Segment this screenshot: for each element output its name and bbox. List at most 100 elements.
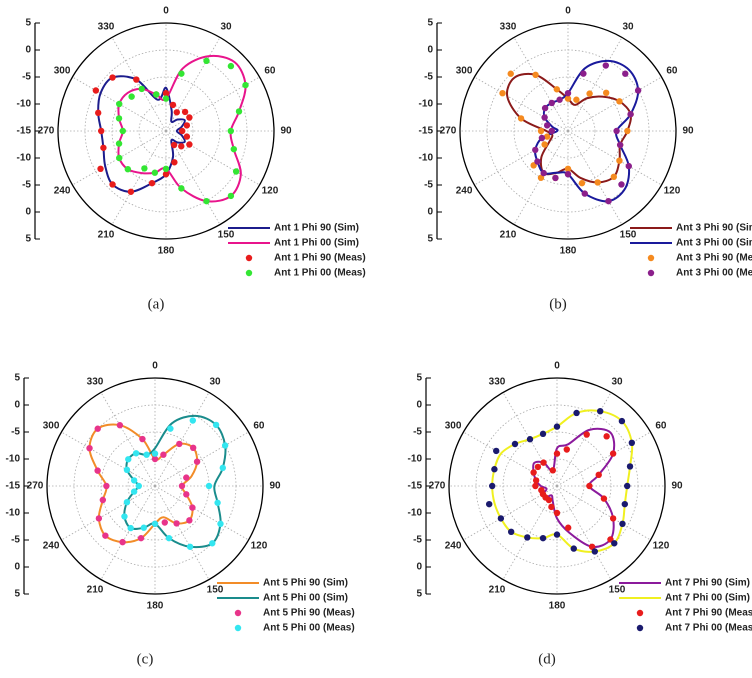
meas-point	[178, 482, 186, 490]
meas-point	[603, 433, 610, 440]
spoke	[165, 130, 260, 186]
legend-dot	[636, 624, 644, 632]
meas-point	[625, 162, 632, 170]
r-tick-label: 5	[416, 373, 422, 384]
meas-point	[212, 421, 220, 429]
r-tick-label: 5	[14, 373, 20, 384]
meas-point	[541, 104, 549, 112]
meas-point	[230, 145, 238, 153]
angle-label: 270	[429, 481, 446, 492]
angle-label: 30	[611, 377, 623, 388]
meas-point	[151, 450, 159, 457]
meas-point	[162, 165, 170, 172]
angle-label: 90	[682, 126, 694, 137]
angle-label: 90	[671, 481, 683, 492]
meas-point	[189, 504, 196, 511]
meas-point	[116, 154, 123, 162]
meas-point	[124, 165, 132, 173]
angle-label: 150	[609, 585, 626, 596]
r-tick-label: -5	[22, 180, 31, 191]
meas-point	[534, 463, 542, 471]
meas-point	[564, 171, 572, 178]
meas-point	[183, 133, 191, 140]
angle-label: 60	[666, 66, 678, 77]
spoke	[100, 485, 156, 580]
angle-label: 180	[158, 246, 175, 257]
meas-point	[564, 95, 572, 102]
meas-point	[532, 71, 539, 79]
r-tick-label: -10	[6, 454, 21, 465]
angle-label: 30	[622, 22, 634, 33]
meas-point	[534, 158, 541, 165]
r-tick-label: -15	[17, 126, 32, 137]
meas-point	[179, 127, 186, 135]
spoke	[61, 485, 156, 541]
legend-dot	[647, 269, 655, 277]
r-tick-label: 0	[14, 562, 20, 573]
meas-point	[173, 109, 180, 116]
legend-label: Ant 3 Phi 90 (Sim)	[676, 223, 752, 234]
meas-point	[618, 417, 626, 425]
angle-label: 0	[152, 361, 158, 372]
r-tick-label: 0	[25, 207, 31, 218]
angle-label: 60	[655, 421, 667, 432]
meas-point	[115, 140, 123, 147]
legend-dot	[234, 609, 242, 617]
meas-point	[127, 188, 135, 195]
meas-point	[242, 81, 249, 89]
grid-circle	[448, 377, 666, 595]
meas-point	[133, 76, 140, 83]
meas-point	[583, 431, 590, 438]
spoke	[111, 37, 167, 132]
angle-label: 150	[218, 230, 235, 241]
meas-point	[485, 500, 493, 508]
angle-label: 120	[664, 186, 681, 197]
meas-point	[205, 482, 213, 490]
r-tick-label: 0	[416, 562, 422, 573]
meas-point	[564, 524, 572, 531]
meas-point	[153, 91, 160, 98]
meas-point	[151, 169, 159, 176]
meas-point	[586, 90, 593, 97]
grid-circle	[459, 22, 677, 240]
meas-point	[221, 442, 229, 449]
r-tick-label: 0	[416, 400, 422, 411]
meas-point	[609, 515, 617, 522]
meas-point	[217, 520, 224, 527]
meas-point	[548, 99, 555, 107]
meas-point	[94, 109, 102, 117]
meas-point	[594, 179, 601, 186]
spoke	[567, 76, 662, 132]
meas-point	[622, 70, 629, 77]
legend-dot	[636, 609, 644, 617]
meas-point	[227, 62, 235, 70]
meas-point	[162, 90, 170, 97]
meas-point	[581, 190, 588, 197]
angle-label: 270	[38, 126, 55, 137]
angle-label: 240	[456, 186, 473, 197]
angle-label: 0	[163, 6, 169, 17]
spoke	[154, 485, 210, 580]
meas-point	[624, 127, 631, 135]
meas-point	[169, 101, 177, 109]
meas-point	[186, 543, 194, 550]
meas-point	[537, 127, 545, 135]
panel-label: (c)	[137, 651, 154, 667]
meas-point	[219, 464, 227, 472]
meas-point	[588, 543, 596, 550]
meas-point	[556, 96, 563, 103]
meas-point	[97, 165, 104, 172]
meas-point	[548, 503, 555, 511]
r-tick-label: 5	[25, 234, 31, 245]
meas-point	[553, 509, 561, 517]
meas-point	[189, 417, 196, 424]
meas-point	[634, 87, 642, 94]
meas-point	[165, 534, 173, 542]
legend-label: Ant 5 Phi 00 (Meas)	[263, 623, 355, 634]
angle-label: 60	[264, 66, 276, 77]
meas-point	[160, 451, 167, 458]
r-tick-label: -10	[419, 153, 434, 164]
meas-point	[532, 477, 540, 484]
spoke	[556, 431, 651, 487]
r-tick-label: -10	[17, 153, 32, 164]
